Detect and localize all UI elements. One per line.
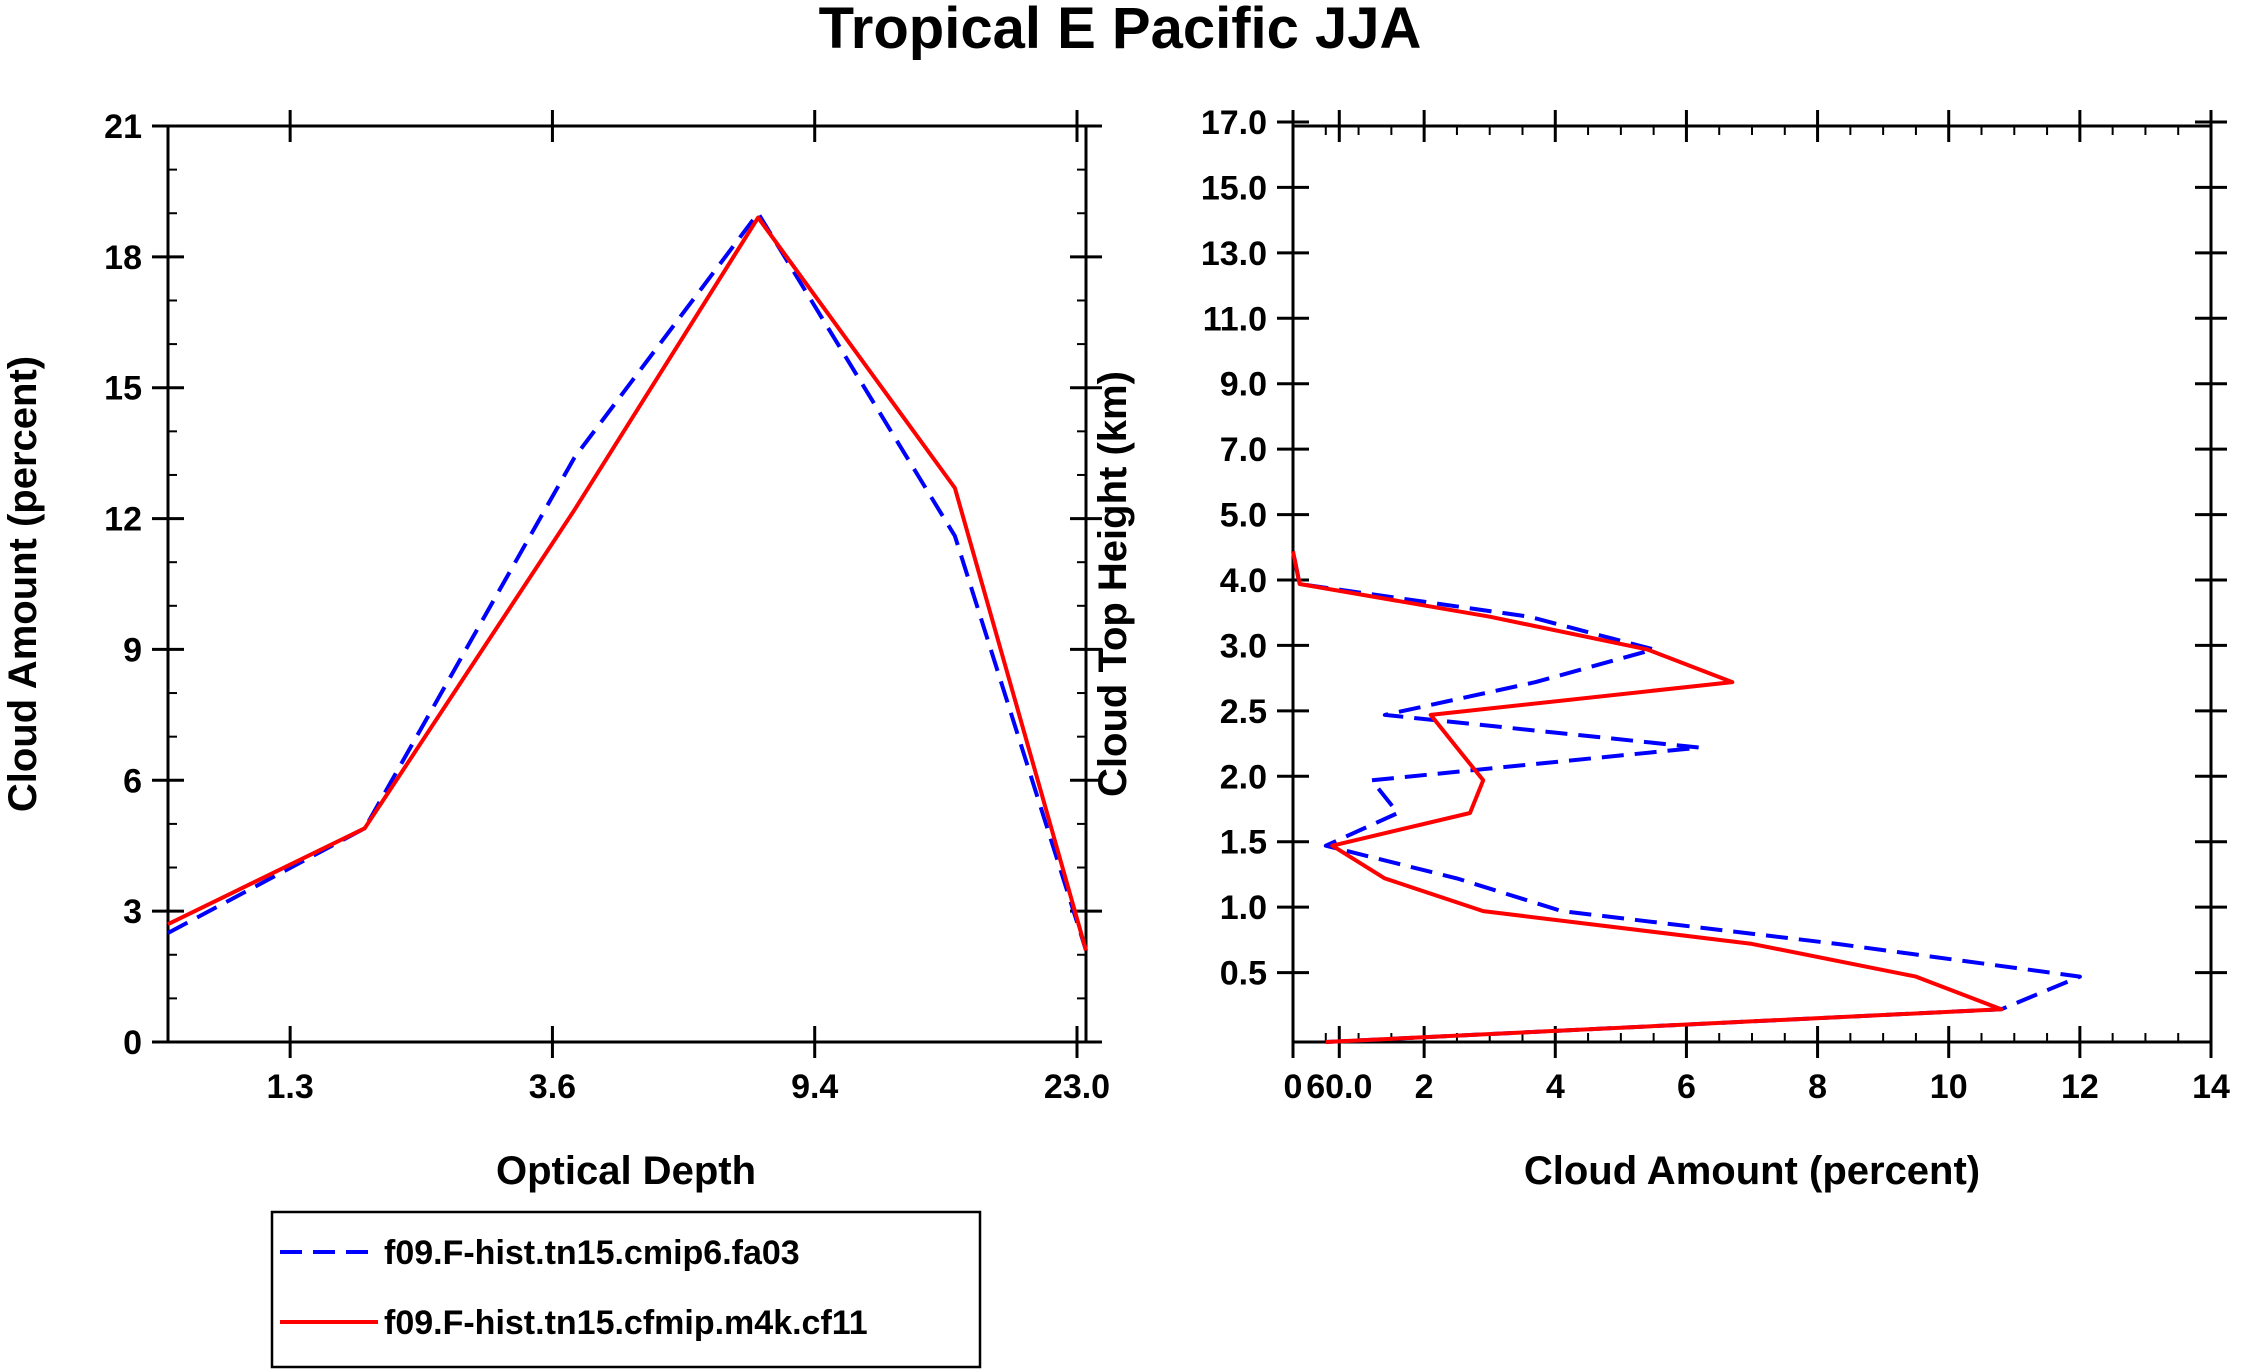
y-tick-label: 13.0 bbox=[1201, 235, 1267, 273]
y-tick-label: 9.0 bbox=[1220, 366, 1267, 404]
legend: f09.F-hist.tn15.cmip6.fa03 f09.F-hist.tn… bbox=[270, 1210, 982, 1369]
x-tick-label: 60.0 bbox=[1306, 1068, 1372, 1106]
x-tick-label: 4 bbox=[1546, 1068, 1565, 1106]
y-tick-label: 4.0 bbox=[1220, 562, 1267, 600]
plot-frame bbox=[166, 124, 1088, 1044]
optical-depth-panel: 0 3 6 9 12 15 18 21 1.3 3.6 9.4 23.0 60.0 Optical De… bbox=[1, 108, 1372, 1193]
x-tick-label: 12 bbox=[2061, 1068, 2099, 1106]
series-lines bbox=[167, 211, 1088, 952]
y-axis-label: Cloud Amount (percent) bbox=[1, 356, 45, 812]
y-tick-label: 12 bbox=[104, 501, 142, 539]
y-tick-label: 1.5 bbox=[1220, 824, 1267, 862]
y-tick-label: 15 bbox=[104, 370, 142, 408]
series-line-1 bbox=[167, 215, 1088, 951]
x-tick-label: 2 bbox=[1415, 1068, 1434, 1106]
cloud-top-height-panel: 0 2 4 6 8 10 12 14 0.5 1.0 1.5 2.0 2.5 3.0 4.0 5.0 7.0 9.… bbox=[1091, 104, 2230, 1193]
x-tick-label: 10 bbox=[1930, 1068, 1968, 1106]
y-tick-label: 3.0 bbox=[1220, 627, 1267, 665]
legend-entry-0: f09.F-hist.tn15.cmip6.fa03 bbox=[384, 1234, 800, 1272]
y-tick-label: 6 bbox=[123, 762, 142, 800]
y-tick-label: 21 bbox=[104, 108, 142, 146]
x-tick-label: 9.4 bbox=[791, 1068, 838, 1106]
legend-entry-1: f09.F-hist.tn15.cfmip.m4k.cf11 bbox=[384, 1304, 868, 1342]
y-tick-label: 0.5 bbox=[1220, 955, 1267, 993]
y-tick-label: 18 bbox=[104, 239, 142, 277]
x-axis-label: Optical Depth bbox=[496, 1149, 756, 1193]
x-tick-label: 1.3 bbox=[267, 1068, 314, 1106]
x-tick-label: 0 bbox=[1284, 1068, 1303, 1106]
series-line-0 bbox=[1291, 550, 2082, 1044]
y-tick-label: 11.0 bbox=[1203, 300, 1267, 338]
tick-marks: 0 3 6 9 12 15 18 21 1.3 3.6 9.4 23.0 60.0 bbox=[104, 108, 1372, 1106]
y-tick-label: 3 bbox=[123, 893, 142, 931]
series-lines bbox=[1291, 550, 2082, 1044]
series-line-1 bbox=[1291, 550, 2004, 1044]
y-tick-label: 5.0 bbox=[1220, 497, 1267, 535]
x-axis-label: Cloud Amount (percent) bbox=[1524, 1149, 1980, 1193]
y-tick-label: 15.0 bbox=[1201, 169, 1267, 207]
x-tick-label: 23.0 bbox=[1044, 1068, 1110, 1106]
tick-marks: 0 2 4 6 8 10 12 14 0.5 1.0 1.5 2.0 2.5 3.0 4.0 5.0 7.0 9.… bbox=[1201, 104, 2230, 1106]
y-tick-label: 2.5 bbox=[1220, 693, 1267, 731]
chart-title: Tropical E Pacific JJA bbox=[819, 0, 1422, 61]
plot-frame bbox=[1291, 124, 2213, 1044]
y-tick-label: 1.0 bbox=[1220, 889, 1267, 927]
y-axis-label: Cloud Top Height (km) bbox=[1091, 371, 1135, 797]
x-tick-label: 6 bbox=[1677, 1068, 1696, 1106]
y-tick-label: 17.0 bbox=[1201, 104, 1267, 142]
y-tick-label: 7.0 bbox=[1220, 431, 1267, 469]
y-tick-label: 0 bbox=[123, 1024, 142, 1062]
series-line-0 bbox=[167, 211, 1088, 952]
y-tick-label: 9 bbox=[123, 631, 142, 669]
x-tick-label: 14 bbox=[2192, 1068, 2230, 1106]
x-tick-label: 8 bbox=[1808, 1068, 1827, 1106]
legend-box bbox=[270, 1210, 982, 1369]
y-tick-label: 2.0 bbox=[1220, 758, 1267, 796]
x-tick-label: 3.6 bbox=[529, 1068, 576, 1106]
